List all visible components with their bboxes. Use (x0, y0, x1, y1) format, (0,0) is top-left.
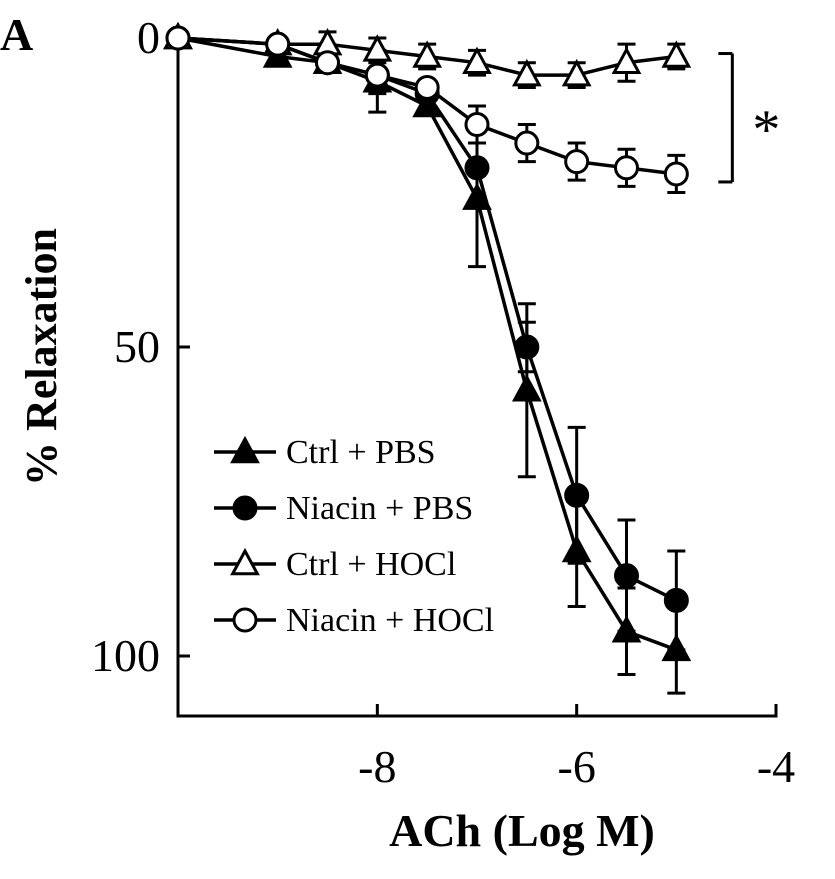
y-axis-label: % Relaxation (17, 228, 66, 486)
data-point-niacin-pbs (464, 155, 490, 181)
data-point-ctrl-hocl (462, 46, 492, 74)
data-point-niacin-hocl (564, 149, 590, 175)
legend-label-niacin-pbs: Niacin + PBS (286, 490, 473, 527)
data-point-niacin-hocl (464, 112, 490, 138)
legend-marker-niacin-pbs (232, 495, 258, 521)
legend: Ctrl + PBS Niacin + PBS Ctrl + HOCl Niacin … (214, 434, 494, 639)
data-point-ctrl-hocl (561, 58, 592, 87)
x-tick-label: -8 (358, 741, 396, 792)
data-point-niacin-hocl (614, 155, 639, 181)
data-point-niacin-pbs (514, 334, 540, 360)
series-lines (177, 36, 678, 652)
series-line-ctrl-hocl (177, 36, 677, 77)
data-point-ctrl-hocl (412, 40, 443, 68)
data-point-ctrl-pbs (561, 534, 592, 563)
legend-marker-niacin-hocl (232, 607, 258, 633)
data-point-ctrl-pbs (611, 615, 642, 643)
series-line-niacin-hocl (177, 36, 677, 176)
data-point-ctrl-pbs (661, 633, 692, 662)
data-point-niacin-pbs (564, 482, 590, 508)
data-point-ctrl-hocl (661, 40, 692, 68)
legend-label-ctrl-pbs: Ctrl + PBS (286, 434, 436, 471)
legend-label-ctrl-hocl: Ctrl + HOCl (286, 546, 456, 583)
data-point-ctrl-hocl (362, 34, 393, 62)
data-point-niacin-pbs (614, 563, 639, 589)
data-point-niacin-hocl (315, 50, 340, 76)
y-tick-label: 50 (114, 321, 160, 372)
significance-bracket: * (718, 52, 780, 184)
data-point-niacin-hocl (514, 130, 540, 156)
data-markers (163, 21, 692, 662)
data-point-niacin-hocl (414, 74, 440, 100)
panel-label: A (0, 9, 33, 60)
data-point-ctrl-hocl (511, 58, 542, 87)
x-tick-label: -6 (558, 741, 596, 792)
axes: 0 50 100 -8 -6 -4 (91, 12, 795, 792)
y-tick-label: 0 (137, 12, 160, 63)
significance-star: * (752, 99, 780, 161)
data-point-niacin-hocl (663, 161, 689, 187)
data-point-ctrl-hocl (611, 46, 642, 74)
y-tick-label: 100 (91, 630, 160, 681)
data-point-niacin-hocl (165, 25, 191, 51)
legend-marker-ctrl-hocl (230, 547, 260, 576)
data-point-niacin-pbs (663, 587, 689, 613)
x-axis-label: ACh (Log M) (389, 805, 655, 856)
series-line-ctrl-pbs (177, 36, 677, 652)
data-point-ctrl-pbs (511, 374, 542, 402)
legend-marker-ctrl-pbs (230, 435, 260, 464)
data-point-niacin-hocl (265, 31, 291, 57)
data-point-ctrl-pbs (462, 182, 492, 210)
x-tick-label: -4 (757, 741, 795, 792)
legend-label-niacin-hocl: Niacin + HOCl (286, 602, 494, 639)
data-point-niacin-hocl (364, 62, 390, 88)
